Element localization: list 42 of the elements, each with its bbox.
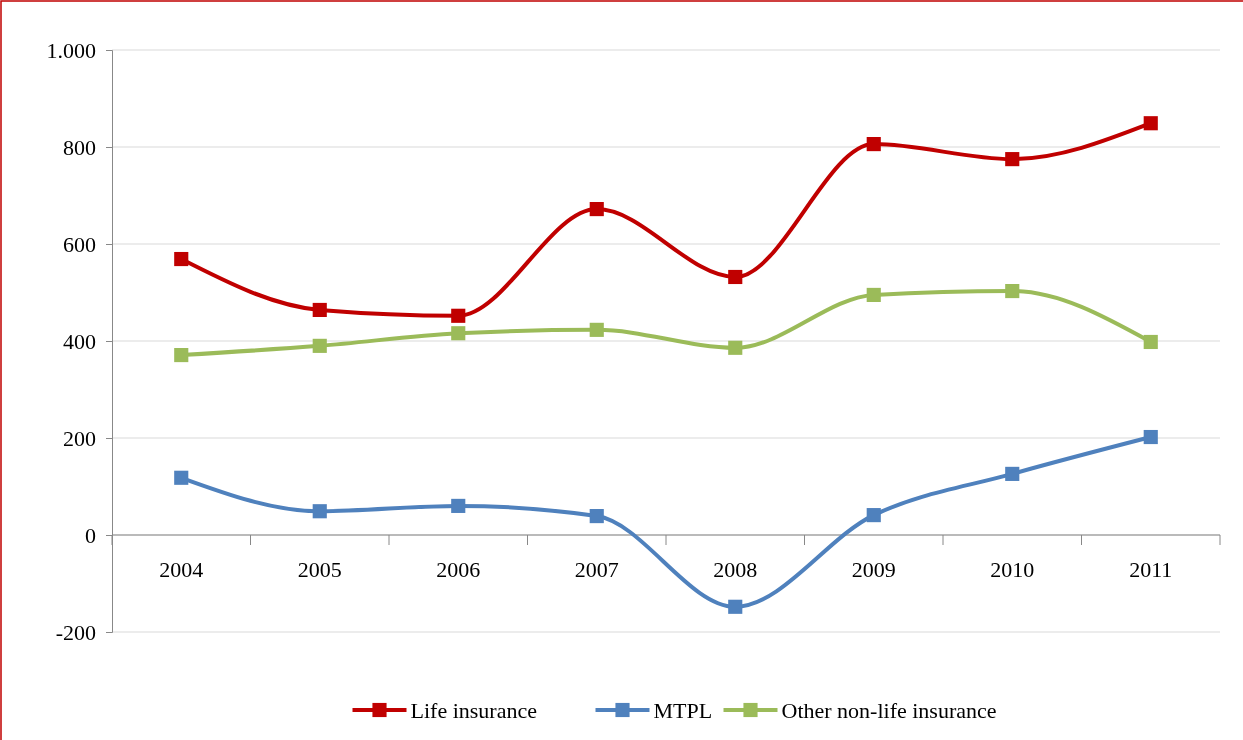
point <box>728 340 743 355</box>
x-tick-label: 2005 <box>297 557 342 582</box>
y-tick-label: 1.000 <box>46 37 96 63</box>
x-tick-label: 2011 <box>1129 557 1173 582</box>
point <box>174 470 189 485</box>
point <box>1005 283 1020 299</box>
point <box>589 509 604 524</box>
y-tick-label: 600 <box>63 231 96 257</box>
point <box>1143 429 1158 445</box>
point <box>451 308 466 323</box>
point <box>728 269 743 285</box>
point <box>866 508 881 523</box>
x-tick-label: 2009 <box>851 557 896 582</box>
point <box>451 498 466 513</box>
y-tick-label: 0 <box>85 522 96 548</box>
point <box>1143 334 1158 350</box>
point <box>589 202 604 217</box>
point <box>174 251 189 267</box>
point <box>866 287 881 302</box>
point <box>728 599 743 614</box>
legend-label: MTPL <box>653 698 713 723</box>
point <box>589 322 604 337</box>
legend-label: Other non-life insurance <box>781 698 997 723</box>
point <box>312 338 327 353</box>
point <box>312 504 327 519</box>
point <box>174 347 189 363</box>
y-tick-label: 400 <box>63 328 96 354</box>
y-tick-label: 200 <box>63 425 96 451</box>
x-tick-label: 2010 <box>990 557 1035 582</box>
point <box>451 326 466 341</box>
point <box>1143 116 1158 131</box>
x-tick-label: 2008 <box>713 557 758 582</box>
y-tick-label: -200 <box>55 619 96 645</box>
y-tick-label: 800 <box>63 134 96 160</box>
x-tick-label: 2007 <box>574 557 619 582</box>
point <box>1005 466 1020 481</box>
x-tick-label: 2004 <box>159 557 204 582</box>
point <box>866 137 881 152</box>
legend-label: Life insurance <box>410 698 537 723</box>
x-tick-label: 2006 <box>436 557 481 582</box>
point <box>312 302 327 318</box>
point <box>1005 152 1020 167</box>
